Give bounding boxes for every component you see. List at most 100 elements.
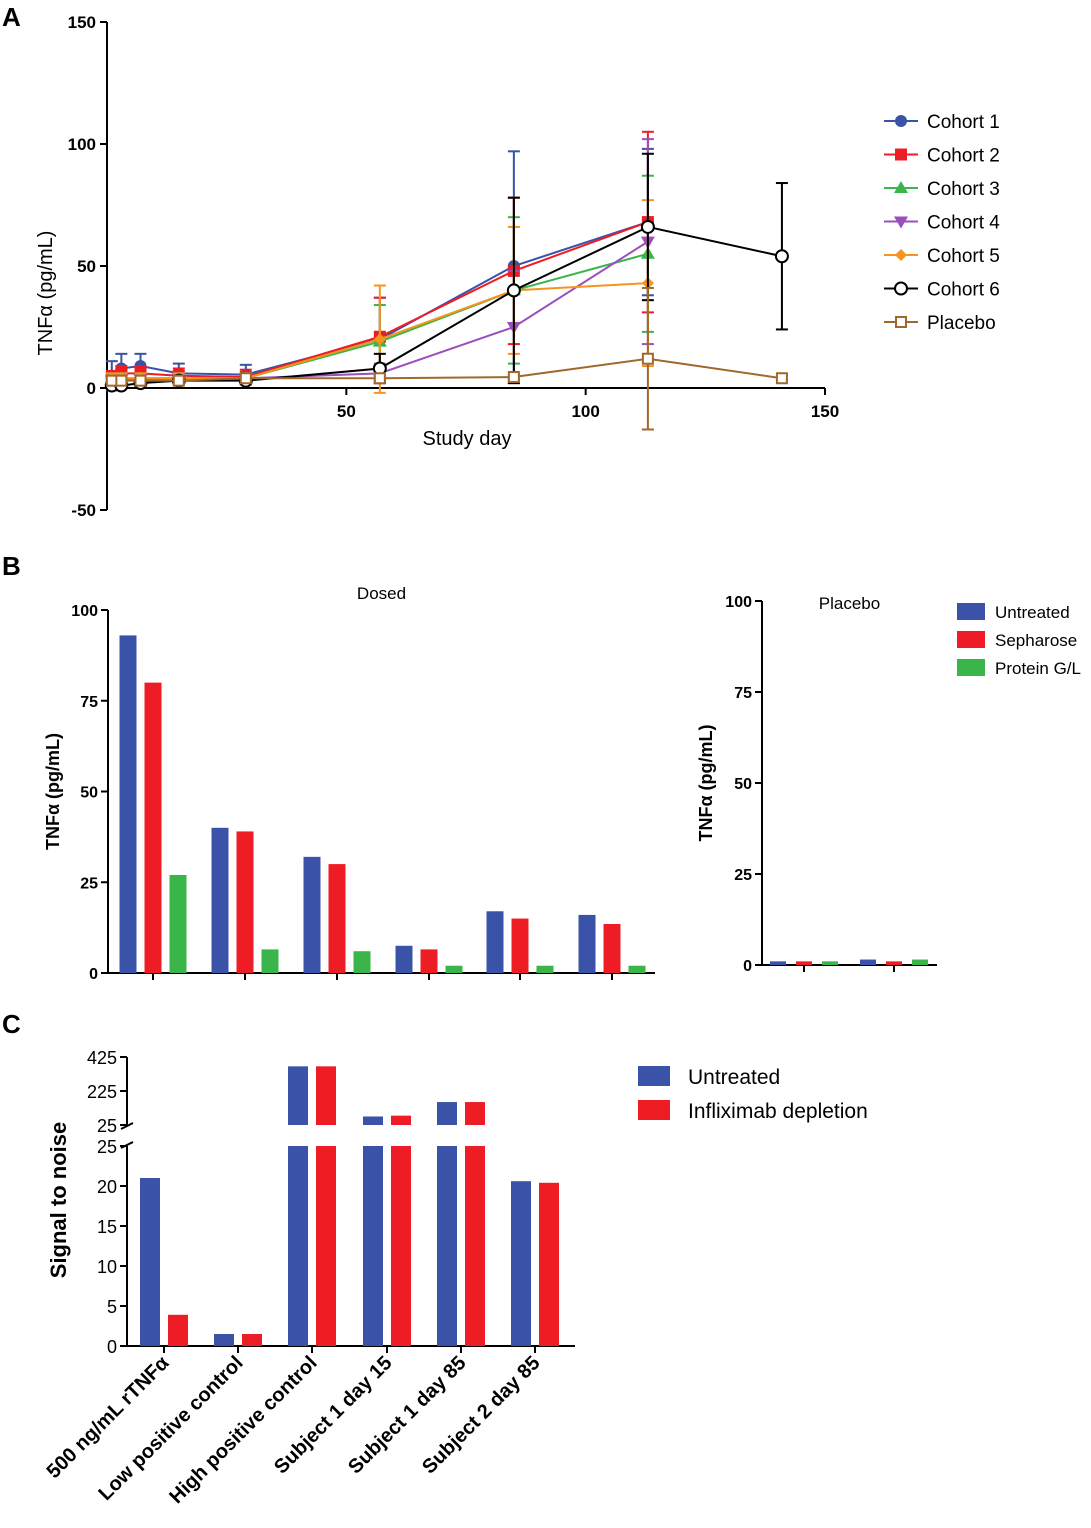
x-tick-label: 100 (571, 402, 599, 421)
x-axis-title: Study day (423, 428, 512, 450)
category-label: Low positive control (94, 1352, 247, 1505)
legend-label: Untreated (995, 603, 1070, 622)
bar-sepharose (796, 961, 812, 965)
y-axis-title: TNFα (pg/mL) (43, 733, 63, 850)
bar-untreated-upper (288, 1066, 308, 1125)
subplot-title: Dosed (357, 584, 406, 603)
bar-untreated (140, 1178, 160, 1346)
bar-untreated (486, 911, 504, 973)
y-tick-label: 20 (97, 1177, 117, 1197)
panel-b-bar-charts: 0 25 50 75 100 Dosed TNFα (pg/mL) 0 25 50 75 100 Pla… (43, 584, 1081, 983)
legend-label: Infliximab depletion (688, 1100, 868, 1123)
y-tick-label: 50 (734, 776, 752, 793)
data-point (775, 372, 788, 385)
data-point (105, 374, 118, 387)
series-line (111, 225, 783, 387)
subplot-dosed: 0 25 50 75 100 Dosed TNFα (pg/mL) (43, 584, 655, 983)
legend-swatch (638, 1066, 670, 1086)
panel-label-c: C (2, 1009, 21, 1039)
subplot-placebo: 0 25 50 75 100 Placebo TNFα (pg/mL) (696, 594, 937, 975)
legend-label: Cohort 1 (927, 112, 1000, 133)
y-axis-title: TNFα (pg/mL) (696, 724, 716, 841)
bar-infliximab-depletion-upper (465, 1102, 485, 1125)
series-placebo (105, 286, 788, 431)
legend-item: Cohort 3 (884, 179, 1000, 200)
data-point (172, 374, 185, 387)
bar-untreated-upper (437, 1102, 457, 1125)
y-tick-label: 0 (89, 966, 98, 983)
data-point (507, 371, 520, 384)
legend-item: Cohort 2 (884, 146, 1000, 167)
panel-label-a: A (2, 2, 21, 32)
legend-item: Cohort 5 (884, 246, 1000, 267)
bar-untreated-upper (363, 1116, 383, 1125)
y-tick-label: -50 (71, 501, 96, 520)
bar-untreated (363, 1146, 383, 1346)
data-point (506, 283, 521, 298)
bar-protein-g-l (536, 965, 554, 973)
legend-marker (894, 216, 908, 229)
bar-protein-g-l (445, 965, 463, 973)
legend-marker (895, 249, 907, 261)
data-point (373, 372, 386, 385)
bar-infliximab-depletion (391, 1146, 411, 1346)
y-tick-label: 50 (80, 785, 98, 802)
y-tick-label: 100 (71, 603, 98, 620)
y-tick-label: 0 (107, 1337, 117, 1357)
bar-untreated (395, 945, 413, 973)
legend-label: Placebo (927, 313, 996, 334)
bar-untreated (511, 1181, 531, 1346)
bar-sepharose (236, 831, 254, 973)
bar-infliximab-depletion (242, 1334, 262, 1346)
data-point (774, 249, 789, 264)
bar-untreated (437, 1146, 457, 1346)
bar-protein-g-l (169, 874, 187, 973)
legend-label: Cohort 6 (927, 280, 1000, 301)
y-axis-title: Signal to noise (46, 1122, 71, 1278)
y-axis-title: TNFα (pg/mL) (35, 231, 57, 356)
panel-a-line-chart: -50 0 50 100 150 50 100 150 Study day TNFα (pg/mL… (35, 13, 1000, 520)
bar-untreated (303, 856, 321, 973)
panel-label-b: B (2, 551, 21, 581)
bar-sepharose (420, 949, 438, 973)
bar-protein-g-l (912, 959, 928, 965)
legend-marker (894, 181, 908, 193)
y-tick-label: 50 (77, 257, 96, 276)
legend-item: Cohort 4 (884, 213, 1000, 234)
subplot-title: Placebo (819, 594, 880, 613)
bar-protein-g-l (822, 961, 838, 965)
bar-untreated (288, 1146, 308, 1346)
legend-marker (895, 316, 907, 328)
legend-swatch (957, 603, 985, 620)
y-tick-label: 100 (68, 135, 96, 154)
legend-label: Sepharose (995, 631, 1077, 650)
legend-item: Cohort 6 (884, 280, 1000, 301)
bar-infliximab-depletion-upper (391, 1115, 411, 1125)
series-cohort-6 (104, 152, 789, 393)
y-tick-label: 25 (97, 1116, 117, 1136)
data-point (239, 372, 252, 385)
data-point (115, 374, 128, 387)
legend-marker (895, 148, 907, 161)
y-tick-label: 75 (734, 685, 752, 702)
legend-swatch (638, 1100, 670, 1120)
bar-infliximab-depletion (465, 1146, 485, 1346)
bar-untreated (119, 635, 137, 973)
bar-infliximab-depletion (539, 1182, 559, 1346)
y-tick-label: 150 (68, 13, 96, 32)
x-tick-label: 50 (337, 402, 356, 421)
legend-label: Cohort 4 (927, 213, 1000, 234)
y-tick-label: 25 (734, 867, 752, 884)
y-tick-label: 10 (97, 1257, 117, 1277)
y-tick-label: 25 (97, 1137, 117, 1157)
bar-untreated (770, 961, 786, 965)
y-tick-label: 100 (725, 594, 752, 611)
legend-label: Untreated (688, 1066, 780, 1089)
legend-label: Cohort 5 (927, 246, 1000, 267)
y-tick-label: 75 (80, 694, 98, 711)
y-tick-label: 225 (87, 1082, 117, 1102)
category-label: 500 ng/mL rTNFα (43, 1351, 174, 1482)
bar-infliximab-depletion-upper (316, 1066, 336, 1125)
x-tick-label: 150 (811, 402, 839, 421)
